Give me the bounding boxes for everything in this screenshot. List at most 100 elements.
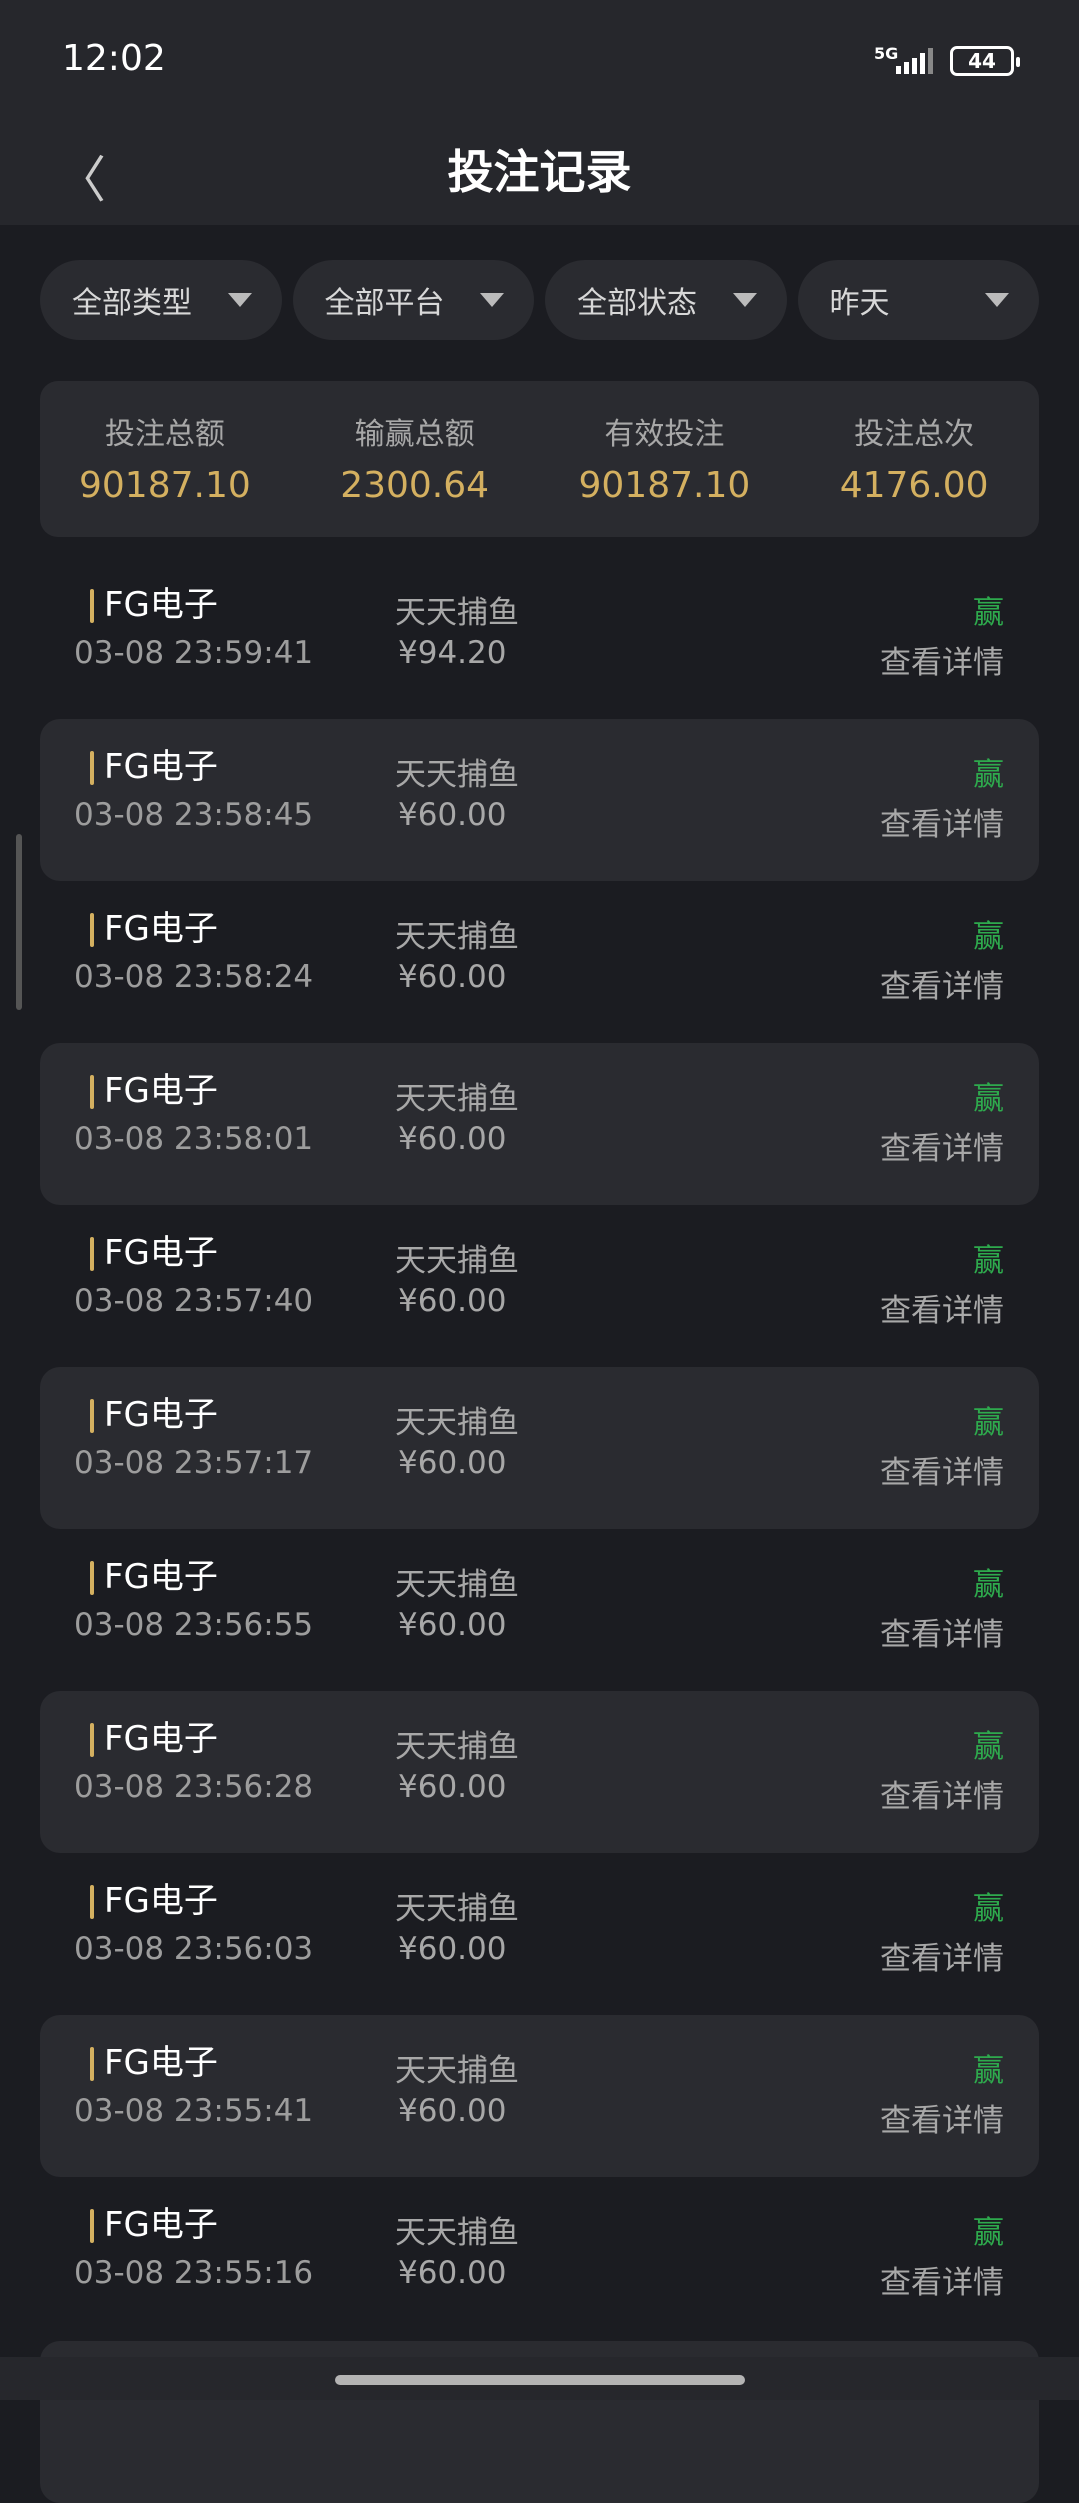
result-badge: 赢 <box>973 2215 1004 2251</box>
view-details-link[interactable]: 查看详情 <box>880 1617 1004 1653</box>
list-item[interactable]: FG电子 03-08 23:58:45 天天捕鱼 ¥60.00 赢查看详情 <box>40 719 1039 881</box>
game-name: 天天捕鱼 <box>395 1891 519 1927</box>
result-badge: 赢 <box>973 1081 1004 1117</box>
bet-amount: ¥60.00 <box>398 1769 507 1805</box>
bet-time: 03-08 23:55:16 <box>74 2255 314 2291</box>
platform-label: FG电子 <box>90 1071 218 1111</box>
bet-amount: ¥60.00 <box>398 2093 507 2129</box>
view-details-link[interactable]: 查看详情 <box>880 2265 1004 2301</box>
bet-time: 03-08 23:57:40 <box>74 1283 314 1319</box>
home-indicator[interactable] <box>335 2375 745 2385</box>
view-details-link[interactable]: 查看详情 <box>880 1779 1004 1815</box>
summary-label: 有效投注 <box>604 417 725 452</box>
list-item[interactable]: FG电子 03-08 23:56:55 天天捕鱼 ¥60.00 赢查看详情 <box>40 1529 1039 1691</box>
filter-date-dropdown[interactable]: 昨天 <box>797 260 1039 340</box>
summary-label: 投注总额 <box>104 417 225 452</box>
platform-label: FG电子 <box>90 1233 218 1273</box>
battery-icon: 44 <box>950 46 1020 76</box>
scrollbar[interactable] <box>16 834 22 1010</box>
filter-platform-dropdown[interactable]: 全部平台 <box>292 260 534 340</box>
summary-value: 4176.00 <box>839 465 989 506</box>
summary-bet-count: 投注总次 4176.00 <box>789 381 1039 537</box>
result-badge: 赢 <box>973 2053 1004 2089</box>
view-details-link[interactable]: 查看详情 <box>880 1941 1004 1977</box>
summary-label: 投注总次 <box>854 417 975 452</box>
platform-label: FG电子 <box>90 1881 218 1921</box>
bet-time: 03-08 23:56:28 <box>74 1769 314 1805</box>
bet-amount: ¥60.00 <box>398 1931 507 1967</box>
game-name: 天天捕鱼 <box>395 1729 519 1765</box>
signal-icon <box>896 48 933 74</box>
platform-label: FG电子 <box>90 1719 218 1759</box>
triangle-down-icon <box>732 293 757 307</box>
bet-amount: ¥60.00 <box>398 1445 507 1481</box>
page-title: 投注记录 <box>447 145 632 199</box>
triangle-down-icon <box>227 293 252 307</box>
filter-label: 昨天 <box>829 286 890 321</box>
platform-label: FG电子 <box>90 2043 218 2083</box>
result-badge: 赢 <box>973 1891 1004 1927</box>
platform-label: FG电子 <box>90 2205 218 2245</box>
result-badge: 赢 <box>973 1729 1004 1765</box>
summary-value: 2300.64 <box>340 465 490 506</box>
result-badge: 赢 <box>973 1243 1004 1279</box>
list-item[interactable]: FG电子 03-08 23:56:03 天天捕鱼 ¥60.00 赢查看详情 <box>40 1853 1039 2015</box>
result-badge: 赢 <box>973 1405 1004 1441</box>
result-badge: 赢 <box>973 757 1004 793</box>
summary-label: 输赢总额 <box>354 417 475 452</box>
summary-valid-bet: 有效投注 90187.10 <box>540 381 790 537</box>
bet-time: 03-08 23:56:03 <box>74 1931 314 1967</box>
filter-type-dropdown[interactable]: 全部类型 <box>40 260 282 340</box>
result-badge: 赢 <box>973 1567 1004 1603</box>
chevron-left-icon[interactable]: 〈 <box>56 151 106 209</box>
bet-amount: ¥94.20 <box>398 635 507 671</box>
game-name: 天天捕鱼 <box>395 1081 519 1117</box>
list-item[interactable]: FG电子 03-08 23:57:40 天天捕鱼 ¥60.00 赢查看详情 <box>40 1205 1039 1367</box>
platform-label: FG电子 <box>90 747 218 787</box>
list-item[interactable]: FG电子 03-08 23:58:24 天天捕鱼 ¥60.00 赢查看详情 <box>40 881 1039 1043</box>
view-details-link[interactable]: 查看详情 <box>880 807 1004 843</box>
filter-label: 全部状态 <box>577 286 697 321</box>
result-badge: 赢 <box>973 595 1004 631</box>
list-item[interactable]: FG电子 03-08 23:55:16 天天捕鱼 ¥60.00 赢查看详情 <box>40 2177 1039 2339</box>
bet-amount: ¥60.00 <box>398 959 507 995</box>
game-name: 天天捕鱼 <box>395 919 519 955</box>
bet-amount: ¥60.00 <box>398 1607 507 1643</box>
view-details-link[interactable]: 查看详情 <box>880 1131 1004 1167</box>
list-item[interactable]: FG电子 03-08 23:57:17 天天捕鱼 ¥60.00 赢查看详情 <box>40 1367 1039 1529</box>
bet-time: 03-08 23:58:45 <box>74 797 314 833</box>
game-name: 天天捕鱼 <box>395 595 519 631</box>
view-details-link[interactable]: 查看详情 <box>880 2103 1004 2139</box>
bet-amount: ¥60.00 <box>398 797 507 833</box>
game-name: 天天捕鱼 <box>395 1567 519 1603</box>
filter-status-dropdown[interactable]: 全部状态 <box>545 260 787 340</box>
view-details-link[interactable]: 查看详情 <box>880 969 1004 1005</box>
list-item[interactable]: FG电子 03-08 23:59:41 天天捕鱼 ¥94.20 赢查看详情 <box>40 557 1039 719</box>
list-item[interactable]: FG电子 03-08 23:55:41 天天捕鱼 ¥60.00 赢查看详情 <box>40 2015 1039 2177</box>
bet-amount: ¥60.00 <box>398 1283 507 1319</box>
bet-time: 03-08 23:59:41 <box>74 635 314 671</box>
platform-label: FG电子 <box>90 1395 218 1435</box>
triangle-down-icon <box>985 293 1009 307</box>
game-name: 天天捕鱼 <box>395 1405 519 1441</box>
clock: 12:02 <box>62 38 166 79</box>
triangle-down-icon <box>480 293 504 307</box>
result-badge: 赢 <box>973 919 1004 955</box>
status-bar: 12:02 5G 44 <box>0 0 1079 120</box>
platform-label: FG电子 <box>90 909 218 949</box>
nav-header: 〈 投注记录 <box>0 120 1079 225</box>
game-name: 天天捕鱼 <box>395 1243 519 1279</box>
game-name: 天天捕鱼 <box>395 757 519 793</box>
game-name: 天天捕鱼 <box>395 2053 519 2089</box>
system-nav-bar <box>0 2357 1079 2400</box>
filter-bar: 全部类型 全部平台 全部状态 昨天 <box>40 260 1039 340</box>
network-type: 5G <box>874 44 899 63</box>
list-item[interactable]: FG电子 03-08 23:56:28 天天捕鱼 ¥60.00 赢查看详情 <box>40 1691 1039 1853</box>
view-details-link[interactable]: 查看详情 <box>880 1293 1004 1329</box>
list-item[interactable]: FG电子 03-08 23:58:01 天天捕鱼 ¥60.00 赢查看详情 <box>40 1043 1039 1205</box>
bet-time: 03-08 23:55:41 <box>74 2093 314 2129</box>
view-details-link[interactable]: 查看详情 <box>880 645 1004 681</box>
bet-time: 03-08 23:56:55 <box>74 1607 314 1643</box>
view-details-link[interactable]: 查看详情 <box>880 1455 1004 1491</box>
bet-time: 03-08 23:58:01 <box>74 1121 314 1157</box>
